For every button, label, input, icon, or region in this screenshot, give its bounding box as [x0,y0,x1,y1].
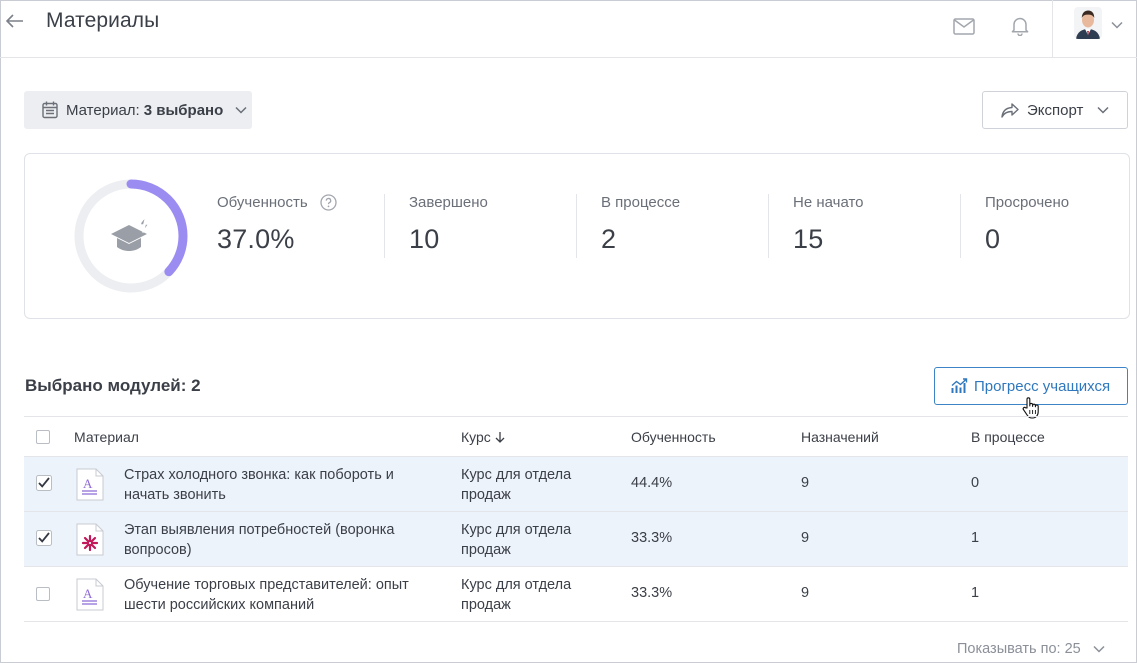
export-button[interactable]: Экспорт [982,91,1128,129]
course-name: Курс для отдела продаж [461,577,572,613]
donut-progress-arc [74,179,188,293]
row-checkbox[interactable] [36,587,50,601]
proficiency-donut [71,176,191,296]
graduation-cap-icon [111,215,150,251]
proficiency-value: 33.3% [631,585,673,601]
row-checkbox-checked[interactable] [36,530,52,546]
table-header: Материал Курс Обученность Назначений В п… [24,416,1128,457]
chart-growth-icon [951,378,968,394]
progress-button-label: Прогресс учащихся [974,377,1111,395]
filter-label: Материал: [66,101,140,119]
stat-divider [768,194,769,258]
chevron-down-icon [1097,106,1109,114]
stat-label: Просрочено [985,194,1070,211]
in-progress-value: 1 [971,530,980,546]
assignments-value: 9 [801,585,810,601]
stat-value: 2 [601,224,617,254]
table-row[interactable]: A Обучение торговых представителей: опыт… [24,567,1128,622]
select-all-checkbox[interactable] [36,430,50,444]
column-header-course-label: Курс [461,429,491,445]
stat-value: 10 [409,224,440,254]
column-header-proficiency[interactable]: Обученность [631,429,716,445]
proficiency-value: 44.4% [631,475,673,491]
stat-label: Обученность [217,194,308,211]
bell-icon[interactable] [1007,14,1033,38]
material-title[interactable]: Страх холодного звонка: как побороть и н… [124,467,394,503]
header-divider [1052,0,1053,57]
assignments-value: 9 [801,475,810,491]
column-header-in-progress[interactable]: В процессе [971,429,1045,445]
material-title[interactable]: Обучение торговых представителей: опыт ш… [124,577,409,613]
help-icon[interactable] [320,194,337,211]
calendar-icon [42,101,58,119]
chevron-down-icon [1093,645,1105,653]
material-title[interactable]: Этап выявления потребностей (воронка воп… [124,522,395,558]
table-row[interactable]: A Страх холодного звонка: как побороть и… [24,457,1128,512]
in-progress-value: 1 [971,585,980,601]
material-filter-button[interactable]: Материал: 3 выбрано [24,91,252,129]
page-title: Материалы [46,9,160,32]
avatar[interactable] [1074,7,1102,39]
assignments-value: 9 [801,530,810,546]
text-doc-icon: A [76,578,104,611]
column-header-course[interactable]: Курс [461,429,505,446]
row-checkbox-checked[interactable] [36,475,52,491]
hand-cursor-icon [1022,396,1040,425]
stat-proficiency: Обученность 37.0% [217,194,337,255]
stat-not-started: Не начато 15 [793,194,864,255]
stat-in-progress: В процессе 2 [601,194,680,255]
filter-value: 3 выбрано [143,101,224,119]
column-header-material[interactable]: Материал [74,429,139,445]
stat-label: Не начато [793,194,864,211]
materials-table: Материал Курс Обученность Назначений В п… [24,416,1128,622]
stat-value: 37.0% [217,224,295,254]
svg-text:A: A [83,586,93,601]
back-arrow-icon[interactable] [4,10,26,32]
mail-icon[interactable] [951,14,977,38]
learner-progress-button[interactable]: Прогресс учащихся [934,367,1128,405]
stat-value: 15 [793,224,824,254]
chevron-down-icon [235,106,247,114]
svg-text:A: A [83,476,93,491]
top-bar: Материалы [0,0,1137,58]
stat-divider [384,194,385,258]
column-header-assignments[interactable]: Назначений [801,429,879,445]
stat-completed: Завершено 10 [409,194,488,255]
stat-value: 0 [985,224,1001,254]
export-label: Экспорт [1027,101,1084,119]
selected-modules-title: Выбрано модулей: 2 [25,376,201,395]
proficiency-value: 33.3% [631,530,673,546]
course-name: Курс для отдела продаж [461,467,572,503]
stats-card: Обученность 37.0% Завершено 10 В процесс… [24,153,1130,319]
in-progress-value: 0 [971,475,980,491]
text-doc-icon: A [76,468,104,501]
course-name: Курс для отдела продаж [461,522,572,558]
page-size-selector[interactable]: Показывать по: 25 [957,641,1105,657]
flower-doc-icon [76,523,104,556]
share-arrow-icon [1001,102,1019,118]
stat-overdue: Просрочено 0 [985,194,1069,255]
stat-label: В процессе [601,194,681,211]
stat-divider [960,194,961,258]
sort-down-arrow-icon [495,430,505,446]
stat-divider [576,194,577,258]
stat-label: Завершено [409,194,488,211]
chevron-down-icon[interactable] [1111,16,1123,34]
page-size-label: Показывать по: 25 [957,641,1081,657]
table-row[interactable]: Этап выявления потребностей (воронка воп… [24,512,1128,567]
